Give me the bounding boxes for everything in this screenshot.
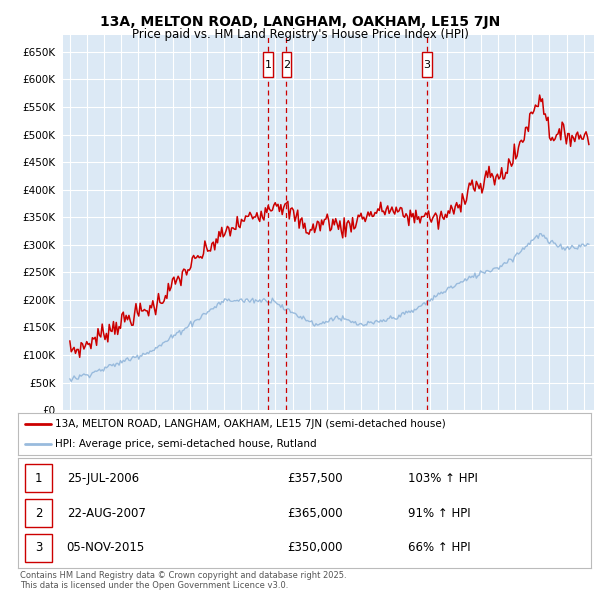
Text: £350,000: £350,000 <box>287 542 343 555</box>
Text: £365,000: £365,000 <box>287 506 343 520</box>
FancyBboxPatch shape <box>25 464 52 491</box>
Text: Contains HM Land Registry data © Crown copyright and database right 2025.
This d: Contains HM Land Registry data © Crown c… <box>20 571 346 590</box>
Text: 05-NOV-2015: 05-NOV-2015 <box>67 542 145 555</box>
FancyBboxPatch shape <box>281 52 291 77</box>
Text: 13A, MELTON ROAD, LANGHAM, OAKHAM, LE15 7JN: 13A, MELTON ROAD, LANGHAM, OAKHAM, LE15 … <box>100 15 500 30</box>
Text: 1: 1 <box>265 60 271 70</box>
FancyBboxPatch shape <box>25 535 52 562</box>
Text: Price paid vs. HM Land Registry's House Price Index (HPI): Price paid vs. HM Land Registry's House … <box>131 28 469 41</box>
Text: 3: 3 <box>35 542 43 555</box>
Text: 25-JUL-2006: 25-JUL-2006 <box>67 471 139 484</box>
Text: 3: 3 <box>424 60 430 70</box>
Text: 91% ↑ HPI: 91% ↑ HPI <box>407 506 470 520</box>
Text: 2: 2 <box>283 60 290 70</box>
FancyBboxPatch shape <box>25 499 52 527</box>
Text: 2: 2 <box>35 506 43 520</box>
Text: £357,500: £357,500 <box>287 471 343 484</box>
Text: 13A, MELTON ROAD, LANGHAM, OAKHAM, LE15 7JN (semi-detached house): 13A, MELTON ROAD, LANGHAM, OAKHAM, LE15 … <box>55 419 446 430</box>
FancyBboxPatch shape <box>263 52 272 77</box>
Text: 1: 1 <box>35 471 43 484</box>
Text: HPI: Average price, semi-detached house, Rutland: HPI: Average price, semi-detached house,… <box>55 439 317 449</box>
Text: 103% ↑ HPI: 103% ↑ HPI <box>407 471 478 484</box>
Text: 22-AUG-2007: 22-AUG-2007 <box>67 506 146 520</box>
FancyBboxPatch shape <box>422 52 431 77</box>
Text: 66% ↑ HPI: 66% ↑ HPI <box>407 542 470 555</box>
